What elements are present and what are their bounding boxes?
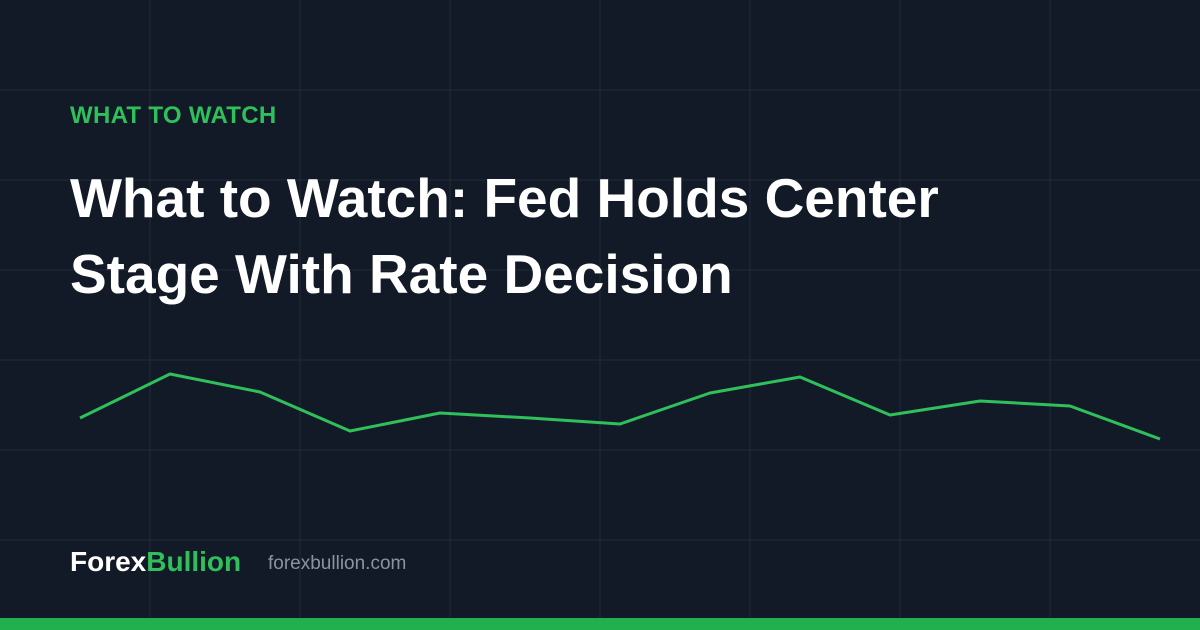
kicker: WHAT TO WATCH bbox=[70, 102, 277, 129]
decorative-line bbox=[79, 372, 1161, 441]
brand-logo: ForexBullion bbox=[70, 546, 241, 578]
headline: What to Watch: Fed Holds Center Stage Wi… bbox=[70, 167, 939, 305]
brand-second: Bullion bbox=[146, 546, 242, 577]
site-url: forexbullion.com bbox=[268, 553, 407, 574]
brand-first: Forex bbox=[70, 546, 147, 577]
accent-bar bbox=[0, 618, 1200, 630]
